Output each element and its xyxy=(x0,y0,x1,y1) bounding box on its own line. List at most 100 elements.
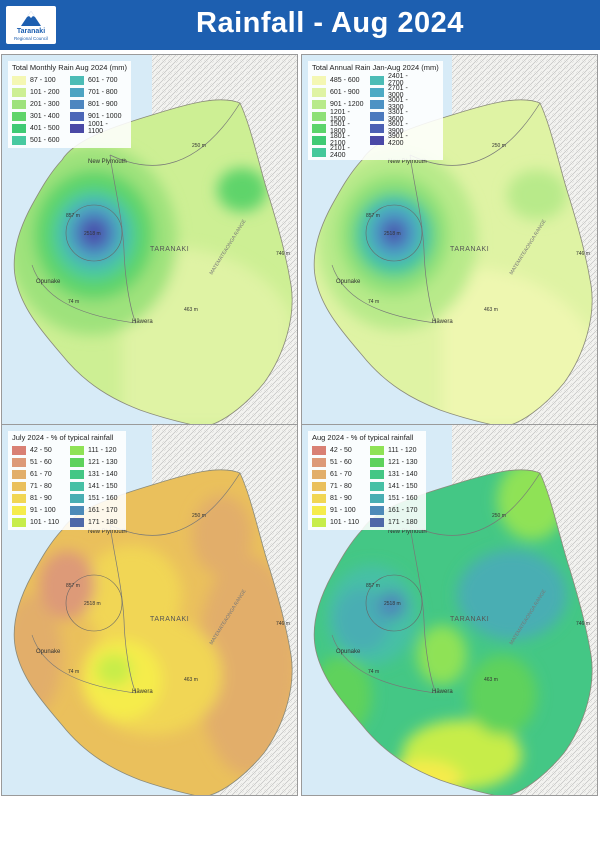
header-bar: Taranaki Regional Council Rainfall - Aug… xyxy=(0,0,600,50)
label-h746: 746 m xyxy=(576,251,590,257)
label-h250: 250 m xyxy=(192,513,206,519)
legend-item: 101 - 200 xyxy=(12,87,64,97)
legend-item: 51 - 60 xyxy=(12,457,64,467)
label-h857: 857 m xyxy=(66,583,80,589)
legend-swatch xyxy=(312,123,326,133)
legend-item: 3601 - 3900 xyxy=(370,121,422,135)
legend-label: 3901 - 4200 xyxy=(388,133,408,147)
legend-swatch xyxy=(312,75,326,85)
legend-label: 42 - 50 xyxy=(330,446,352,454)
legend-label: 131 - 140 xyxy=(388,470,418,478)
legend-item: 141 - 150 xyxy=(70,481,122,491)
legend-item: 131 - 140 xyxy=(370,469,422,479)
legend-july-percent: July 2024 - % of typical rainfall 42 - 5… xyxy=(8,431,126,530)
legend-item: 151 - 160 xyxy=(70,493,122,503)
legend-swatch xyxy=(312,147,326,157)
legend-item: 171 - 180 xyxy=(370,517,422,527)
legend-swatch xyxy=(70,99,84,109)
label-h746: 746 m xyxy=(576,621,590,627)
legend-swatch xyxy=(312,481,326,491)
legend-label: 1001 - 1100 xyxy=(88,121,108,135)
legend-label: 101 - 110 xyxy=(330,518,360,526)
legend-label: 151 - 160 xyxy=(388,494,418,502)
legend-label: 121 - 130 xyxy=(388,458,418,466)
map-panel-annual-rain: New Plymouth Opunake Hāwera TARANAKI MAT… xyxy=(301,54,598,426)
legend-item: 301 - 400 xyxy=(12,111,64,121)
legend-swatch xyxy=(370,135,384,145)
legend-swatch xyxy=(370,481,384,491)
legend-swatch xyxy=(12,517,26,527)
legend-swatch xyxy=(370,111,384,121)
label-taranaki: TARANAKI xyxy=(450,616,489,623)
label-opunake: Opunake xyxy=(336,279,361,285)
legend-label: 201 - 300 xyxy=(30,100,60,108)
legend-swatch xyxy=(70,481,84,491)
label-hawera: Hāwera xyxy=(132,319,153,325)
legend-swatch xyxy=(370,469,384,479)
legend-swatch xyxy=(12,493,26,503)
legend-swatch xyxy=(70,111,84,121)
label-new-plymouth: New Plymouth xyxy=(388,529,427,535)
label-h74: 74 m xyxy=(368,299,379,305)
legend-label: 71 - 80 xyxy=(30,482,52,490)
legend-swatch xyxy=(370,87,384,97)
legend-item: 161 - 170 xyxy=(370,505,422,515)
label-h74: 74 m xyxy=(368,669,379,675)
legend-title: Total Annual Rain Jan-Aug 2024 (mm) xyxy=(312,63,439,72)
legend-item: 121 - 130 xyxy=(70,457,122,467)
legend-label: 131 - 140 xyxy=(88,470,118,478)
legend-item: 61 - 70 xyxy=(12,469,64,479)
legend-label: 401 - 500 xyxy=(30,124,60,132)
legend-swatch xyxy=(312,469,326,479)
label-h857: 857 m xyxy=(366,583,380,589)
legend-annual-rain: Total Annual Rain Jan-Aug 2024 (mm) 485 … xyxy=(308,61,443,160)
rainfall-map-monthly: New Plymouth Opunake Hāwera TARANAKI MAT… xyxy=(2,55,297,425)
label-taranaki: TARANAKI xyxy=(150,616,189,623)
legend-item: 101 - 110 xyxy=(312,517,364,527)
legend-label: 61 - 70 xyxy=(30,470,52,478)
legend-swatch xyxy=(370,493,384,503)
legend-swatch xyxy=(370,75,384,85)
logo-text-subtitle: Regional Council xyxy=(13,36,49,41)
legend-swatch xyxy=(70,123,84,133)
legend-swatch xyxy=(70,505,84,515)
legend-item: 401 - 500 xyxy=(12,123,64,133)
legend-label: 3601 - 3900 xyxy=(388,121,408,135)
legend-item: 171 - 180 xyxy=(70,517,122,527)
legend-item: 901 - 1000 xyxy=(70,111,122,121)
legend-label: 161 - 170 xyxy=(388,506,418,514)
legend-swatch xyxy=(370,457,384,467)
legend-swatch xyxy=(12,75,26,85)
legend-label: 3001 - 3300 xyxy=(388,97,408,111)
legend-label: 81 - 90 xyxy=(330,494,352,502)
legend-swatch xyxy=(312,87,326,97)
legend-swatch xyxy=(312,135,326,145)
label-h857: 857 m xyxy=(66,213,80,219)
map-panel-july-percent: New Plymouth Opunake Hāwera TARANAKI MAT… xyxy=(1,424,298,796)
legend-item: 2101 - 2400 xyxy=(312,145,364,159)
legend-item: 111 - 120 xyxy=(70,445,122,455)
mountain-logo-icon xyxy=(21,11,41,26)
legend-label: 2701 - 3000 xyxy=(388,85,408,99)
legend-label: 2401 - 2700 xyxy=(388,73,408,87)
legend-item: 2701 - 3000 xyxy=(370,85,422,99)
legend-label: 71 - 80 xyxy=(330,482,352,490)
map-panel-monthly-rain: New Plymouth Opunake Hāwera TARANAKI MAT… xyxy=(1,54,298,426)
logo-text-name: Taranaki xyxy=(16,28,46,35)
label-h74: 74 m xyxy=(68,299,79,305)
legend-swatch xyxy=(12,445,26,455)
label-h463: 463 m xyxy=(184,677,198,683)
legend-item: 81 - 90 xyxy=(12,493,64,503)
legend-label: 1801 - 2100 xyxy=(330,133,350,147)
legend-swatch xyxy=(312,445,326,455)
legend-label: 101 - 110 xyxy=(30,518,60,526)
legend-swatch xyxy=(312,505,326,515)
label-opunake: Opunake xyxy=(336,649,361,655)
legend-item: 1501 - 1800 xyxy=(312,121,364,135)
legend-swatch xyxy=(12,99,26,109)
legend-label: 501 - 600 xyxy=(30,136,60,144)
legend-label: 3301 - 3600 xyxy=(388,109,408,123)
legend-swatch xyxy=(70,493,84,503)
legend-swatch xyxy=(370,505,384,515)
legend-label: 601 - 700 xyxy=(88,76,118,84)
